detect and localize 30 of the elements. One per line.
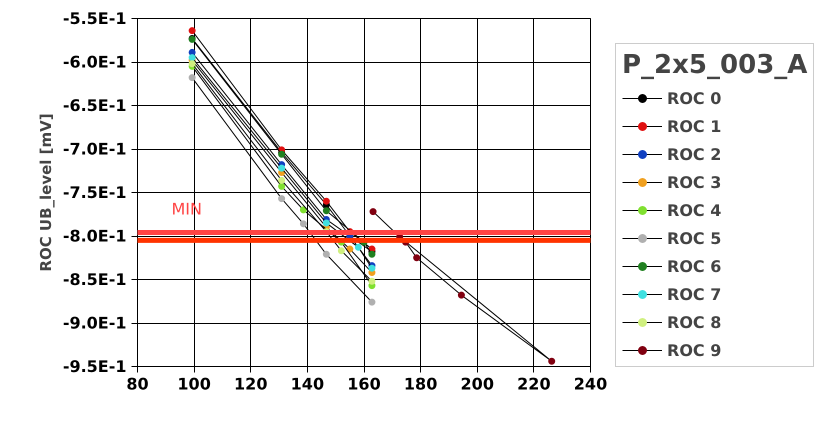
x-tick-label: 240 [574, 374, 608, 394]
x-tick-label: 100 [177, 374, 211, 394]
y-tick-label: -6.5E-1 [62, 96, 126, 115]
x-tick-label: 220 [517, 374, 551, 394]
x-tick-label: 120 [234, 374, 268, 394]
legend-label: ROC 6 [667, 256, 722, 276]
y-tick-label: -5.5E-1 [62, 9, 126, 28]
legend-label: ROC 2 [667, 144, 722, 164]
legend-label: ROC 8 [667, 312, 722, 332]
legend-label: ROC 5 [667, 228, 722, 248]
text: P_2x5_003_A [622, 50, 808, 80]
x-tick-label: 160 [347, 374, 381, 394]
x-tick-label: 80 [126, 374, 149, 394]
y-tick-label: -9.5E-1 [62, 357, 126, 376]
y-axis-title: ROC UB_level [mV] [36, 113, 55, 272]
y-tick-label: -8.0E-1 [62, 226, 126, 246]
legend-label: ROC 9 [667, 340, 722, 360]
x-tick-label: 200 [460, 374, 494, 394]
x-tick-label: 180 [404, 374, 438, 394]
legend-label: ROC 4 [667, 200, 722, 220]
legend-label: ROC 0 [667, 88, 722, 108]
y-tick-label: -8.5E-1 [62, 270, 126, 289]
y-tick-label: -7.5E-1 [62, 183, 126, 202]
y-tick-label: -6.0E-1 [62, 52, 126, 72]
legend-label: ROC 1 [667, 116, 722, 136]
legend-label: ROC 3 [667, 172, 722, 192]
legend-label: ROC 7 [667, 284, 722, 304]
y-tick-label: -7.0E-1 [62, 140, 126, 158]
x-tick-label: 140 [290, 374, 324, 394]
y-tick-label: -9.0E-1 [62, 314, 126, 332]
